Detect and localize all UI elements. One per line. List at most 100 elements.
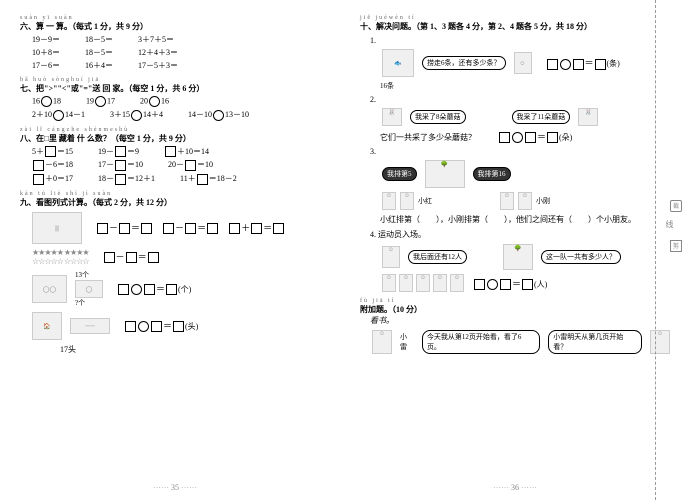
eq: 10＋8＝ — [32, 47, 60, 58]
circle-blank — [41, 96, 52, 107]
circle-blank — [138, 321, 149, 332]
kid-image: ☺ — [400, 192, 414, 210]
q1-num: 1. — [370, 36, 376, 45]
l: 3＋15 — [110, 110, 130, 119]
bonus-name: 小雷 — [400, 332, 414, 352]
box-blank — [229, 223, 240, 234]
box-blank — [547, 132, 558, 143]
binding-icon: 裁 — [670, 200, 682, 212]
circle-blank — [149, 96, 160, 107]
eq-boxes: ＝(头) — [124, 319, 198, 332]
bonus-b1: 今天我从第12页开始看，看了6页。 — [422, 330, 540, 354]
circle-blank — [487, 279, 498, 290]
box-blank — [119, 223, 130, 234]
eq: 18－＝12＋1 — [98, 173, 155, 185]
eq: 17－6＝ — [32, 60, 60, 71]
circle-blank — [95, 96, 106, 107]
box-blank — [163, 223, 174, 234]
athlete-image: ☺ — [382, 274, 396, 292]
box-blank — [185, 223, 196, 234]
house-image: 🏠 — [32, 312, 62, 340]
label-13: 13个 — [75, 270, 103, 280]
q2-question: 它们一共采了多少朵蘑菇？ ＝(朵) — [380, 130, 670, 143]
box-blank — [115, 146, 126, 157]
l: 16 — [32, 96, 40, 105]
box-blank — [207, 223, 218, 234]
eq-boxes: －＝ — [103, 250, 160, 263]
box-blank — [141, 223, 152, 234]
tree-image: 🌳 — [425, 160, 465, 188]
unit: (人) — [534, 280, 547, 289]
q4-bubble: 我后面还有12人 — [408, 250, 467, 264]
title-six: 六、算 一 算。（每式 1 分，共 9 分） — [20, 21, 330, 32]
eq: ＋0＝17 — [32, 173, 73, 185]
fishbowl-image: 🐟 — [382, 49, 414, 77]
fish-label: 16条 — [380, 81, 670, 91]
eq-boxes: ＝(条) — [546, 56, 620, 69]
title-eight: 八、在□里 藏着 什 么数？（每空 1 分，共 9 分） — [20, 133, 330, 144]
basket-image: ◯ — [75, 280, 103, 298]
q4-bubble2: 这一队一共有多少人？ — [541, 250, 621, 264]
binding-icon2: 剪 — [670, 240, 682, 252]
kid-image: ☺ — [500, 192, 514, 210]
box-blank — [595, 59, 606, 70]
title-bonus: 附加题。（10 分） — [360, 304, 670, 315]
binding-text: 线 — [664, 220, 675, 228]
box-blank — [197, 174, 208, 185]
left-page: suàn yī suàn 六、算 一 算。（每式 1 分，共 9 分） 19－9… — [10, 0, 340, 500]
cmp: 3＋15 14＋4 — [110, 109, 163, 121]
right-page: jiě juéwèn tí 十、解决问题。（第 1、3 题各 4 分，第 2、4… — [350, 0, 680, 500]
cmp: 2＋1014－1 — [32, 109, 85, 121]
eq: 16＋4＝ — [85, 60, 113, 71]
athlete-image: ☺ — [382, 246, 400, 268]
r: 17 — [107, 96, 115, 105]
r: 16 — [161, 96, 169, 105]
q2-text: 它们一共采了多少朵蘑菇？ — [380, 133, 476, 142]
bonus-b2: 小雷明天从第几页开始看？ — [548, 330, 642, 354]
box-blank — [125, 321, 136, 332]
circle-blank — [213, 110, 224, 121]
q1: 1. 🐟 捞走6条，还有多少条？ ☺ ＝(条) 16条 — [370, 36, 670, 91]
l: 20 — [140, 96, 148, 105]
section-ten: jiě juéwèn tí 十、解决问题。（第 1、3 题各 4 分，第 2、4… — [360, 15, 670, 292]
bonus-sub: 看书。 — [370, 315, 670, 326]
box-blank — [144, 284, 155, 295]
box-blank — [173, 321, 184, 332]
title-nine: 九、看图列式计算。（每式 2 分，共 12 分） — [20, 197, 330, 208]
box-blank — [522, 279, 533, 290]
section-seven: bǎ huò sònghuí jiā 七、把">""<"或"="送 回 家。（每… — [20, 77, 330, 121]
tree2-image: 🌳 — [503, 244, 533, 270]
eq: ＋10＝14 — [164, 146, 209, 158]
eq-boxes: －＝ －＝ ＋＝ — [96, 221, 285, 234]
box-blank — [525, 132, 536, 143]
sticks-image: |||| — [32, 212, 82, 244]
fig-eggs: ◯◯ 13个 ◯ ?个 ＝(个) — [32, 270, 330, 308]
q3-line: 小红排第（ ），小刚排第（ ），他们之间还有（ ）个小朋友。 — [380, 214, 670, 225]
box-blank — [273, 223, 284, 234]
r: 14＋4 — [143, 110, 163, 119]
page-number: 36 — [493, 483, 537, 492]
q3-b2: 我排第16 — [473, 167, 511, 181]
q4: 4. 运动员入场。 ☺ 我后面还有12人 🌳 这一队一共有多少人？ ☺ ☺ ☺ … — [370, 229, 670, 292]
l: 2＋10 — [32, 110, 52, 119]
eq: 12＋4＋3＝ — [138, 47, 178, 58]
circle-blank — [131, 284, 142, 295]
cmp: 1917 — [86, 96, 115, 107]
eq: 17－5＋3＝ — [138, 60, 178, 71]
box-blank — [165, 146, 176, 157]
box-blank — [33, 174, 44, 185]
stars-row1: ★★★★★ ★★★★ — [32, 248, 89, 257]
box-blank — [474, 279, 485, 290]
box-blank — [45, 146, 56, 157]
unit: (条) — [607, 59, 620, 68]
q3-b1: 我排第5 — [382, 167, 417, 181]
eggs-label: 13个 ◯ ?个 — [75, 270, 103, 308]
eq-boxes: ＝(个) — [117, 282, 191, 295]
eq: 17－＝10 — [98, 159, 143, 171]
box-blank — [251, 223, 262, 234]
unit: (朵) — [559, 133, 572, 142]
cmp: 1618 — [32, 96, 61, 107]
q2-b1: 我采了8朵蘑菇 — [410, 110, 466, 124]
label-17: 17头 — [60, 344, 330, 355]
q2: 2. 🐰 我采了8朵蘑菇 我采了11朵蘑菇 🐰 它们一共采了多少朵蘑菇？ ＝(朵… — [370, 95, 670, 143]
